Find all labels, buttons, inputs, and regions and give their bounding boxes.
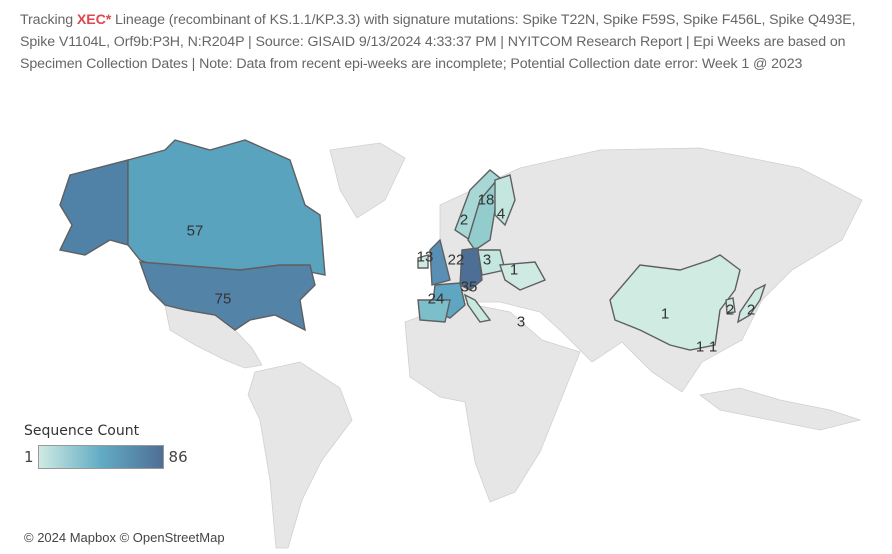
label-taiwan: 1 — [708, 338, 718, 356]
region-canada[interactable] — [127, 139, 326, 276]
region-uk[interactable] — [429, 238, 451, 286]
region-usa[interactable] — [138, 261, 316, 332]
region-alaska[interactable] — [58, 159, 129, 256]
label-korea: 2 — [725, 301, 735, 319]
south-america — [247, 361, 353, 549]
label-finland: 4 — [496, 205, 506, 223]
legend-title: Sequence Count — [24, 423, 140, 439]
lineage-name: XEC* — [76, 12, 112, 28]
label-usa: 75 — [214, 290, 232, 308]
label-ukraine: 1 — [509, 261, 519, 279]
label-uk: 13 — [416, 248, 434, 266]
region-spain[interactable] — [417, 299, 451, 323]
region-ireland[interactable] — [417, 254, 429, 269]
region-japan[interactable] — [737, 283, 767, 324]
label-israel: 3 — [516, 313, 526, 331]
label-poland: 3 — [482, 251, 492, 269]
region-italy[interactable] — [463, 293, 492, 323]
label-spain: 24 — [427, 290, 445, 308]
label-netherlands: 22 — [447, 251, 465, 269]
legend-max: 86 — [168, 448, 188, 466]
color-legend: Sequence Count 1 86 — [24, 423, 188, 469]
region-ukraine[interactable] — [499, 261, 546, 291]
greenland — [329, 142, 406, 219]
label-sweden: 18 — [477, 191, 495, 209]
label-japan: 2 — [746, 301, 756, 319]
label-switzerland: 35 — [460, 278, 478, 296]
legend-gradient — [37, 445, 164, 469]
map-canvas — [58, 139, 863, 549]
map-caption: Tracking XEC* Lineage (recombinant of KS… — [20, 12, 856, 72]
label-hongkong: 1 — [695, 338, 705, 356]
region-finland[interactable] — [494, 174, 516, 227]
world-map[interactable]: 57 75 18 2 4 13 22 3 1 35 24 3 1 2 2 1 1 — [20, 130, 892, 554]
region-germany[interactable] — [459, 247, 483, 291]
indonesia — [699, 387, 862, 431]
legend-min: 1 — [24, 448, 34, 466]
map-attribution[interactable]: © 2024 Mapbox © OpenStreetMap — [24, 530, 225, 545]
africa — [404, 301, 581, 503]
label-china: 1 — [660, 305, 670, 323]
label-norway: 2 — [459, 211, 469, 229]
region-korea[interactable] — [725, 297, 736, 314]
label-canada: 57 — [186, 222, 204, 240]
